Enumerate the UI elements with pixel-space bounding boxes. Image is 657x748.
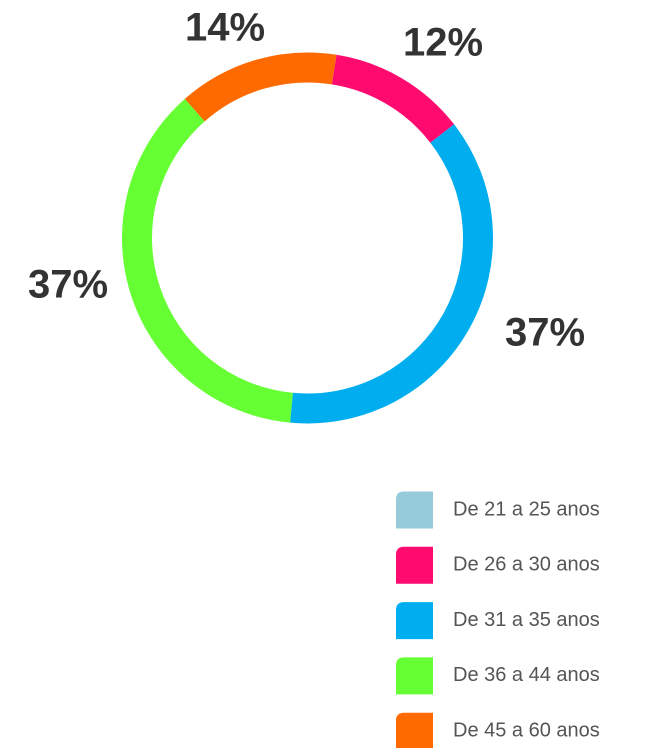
donut-segment [331,54,455,143]
legend-label: De 36 a 44 anos [453,664,600,686]
legend-label: De 31 a 35 anos [453,609,600,631]
legend-swatch [396,491,433,529]
donut-segment [122,98,293,423]
value-label: 37% [505,311,585,355]
legend-swatch [396,602,433,640]
legend-swatch [396,657,433,695]
value-label: 14% [185,6,265,50]
value-label: 37% [28,263,108,307]
legend-label: De 45 a 60 anos [453,719,600,741]
legend-label: De 26 a 30 anos [453,554,600,576]
legend-swatch [396,546,433,584]
donut-segment [184,52,337,122]
value-label: 12% [403,21,483,65]
legend-label: De 21 a 25 anos [453,498,600,520]
legend-swatch [396,712,433,748]
donut-segment [290,124,493,424]
